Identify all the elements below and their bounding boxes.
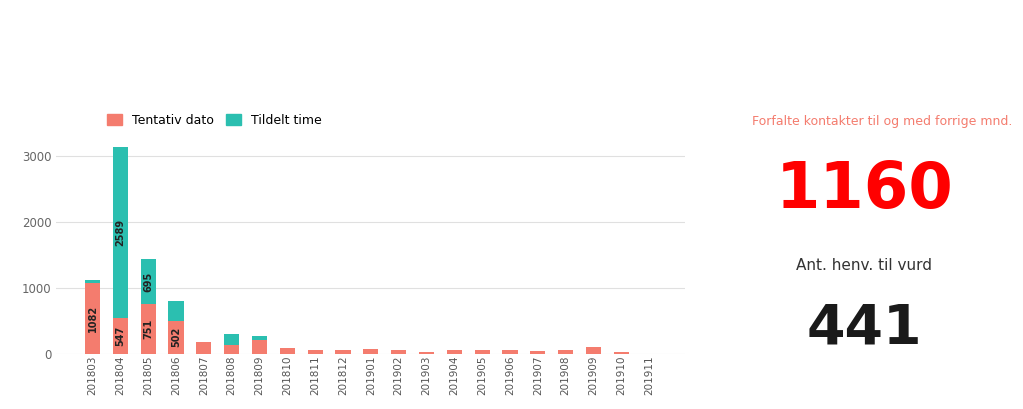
Text: Planlagte kontakter (tildelt/tentativ time): Planlagte kontakter (tildelt/tentativ ti… [10,27,568,52]
Bar [447,350,462,354]
Bar [113,318,128,354]
Bar [363,349,379,354]
Text: Forfalte kontakter til og med forrige mnd.: Forfalte kontakter til og med forrige mn… [752,115,1013,128]
Text: 547: 547 [116,326,126,346]
Bar [418,352,434,354]
Bar [169,301,184,321]
Text: 441: 441 [806,301,923,356]
Bar [252,339,267,354]
Legend: Tentativ dato, Tildelt time: Tentativ dato, Tildelt time [106,114,321,127]
Bar [224,334,239,345]
Bar [391,350,406,354]
Bar [140,304,155,354]
Text: 751: 751 [143,319,153,339]
Text: Ant. henv. til vurd: Ant. henv. til vurd [797,258,932,273]
Text: 502: 502 [171,327,181,347]
Text: 695: 695 [143,271,153,292]
Text: 2589: 2589 [116,219,126,246]
Bar [530,351,545,354]
Bar [85,283,100,354]
Bar [586,347,602,354]
Bar [113,147,128,318]
Bar [336,351,351,354]
Bar [558,350,573,354]
Bar [85,280,100,283]
Bar [502,350,518,354]
Bar [279,348,295,354]
Bar [224,345,239,354]
Text: 1160: 1160 [775,159,953,221]
Bar [140,258,155,304]
Bar [169,321,184,354]
Bar [308,350,323,354]
Text: 1082: 1082 [88,305,97,332]
Bar [475,350,490,354]
Bar [614,352,629,354]
Bar [196,342,212,354]
Bar [252,336,267,339]
